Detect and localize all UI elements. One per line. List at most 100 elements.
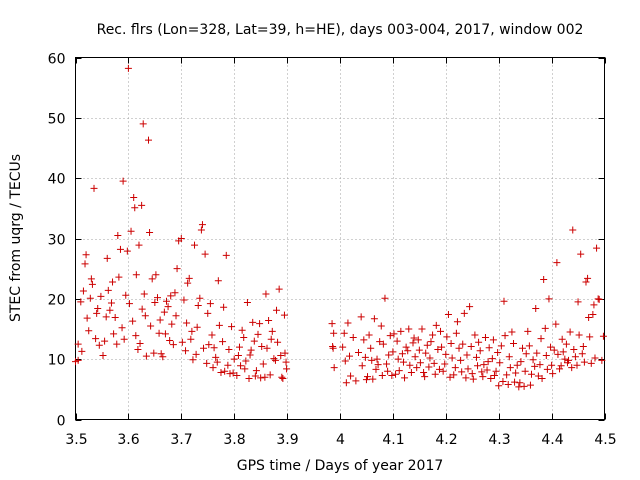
data-point: [472, 353, 480, 361]
data-point: [166, 336, 174, 344]
data-point: [90, 184, 98, 192]
data-point: [203, 359, 211, 367]
data-point: [279, 374, 287, 382]
data-point: [148, 275, 156, 283]
data-point: [93, 309, 101, 317]
data-point: [212, 353, 220, 361]
data-point: [455, 344, 463, 352]
data-point: [245, 374, 253, 382]
data-point: [153, 294, 161, 302]
data-point: [554, 350, 562, 358]
data-point: [115, 273, 123, 281]
data-point: [589, 311, 597, 319]
data-point: [378, 371, 386, 379]
data-point: [330, 329, 338, 337]
data-point: [114, 231, 122, 239]
data-point: [458, 368, 466, 376]
data-point: [537, 335, 545, 343]
data-point: [415, 346, 423, 354]
data-point: [157, 350, 165, 358]
data-point: [192, 350, 200, 358]
data-point: [467, 342, 475, 350]
data-point: [221, 367, 229, 375]
data-point: [543, 365, 551, 373]
data-point: [273, 306, 281, 314]
data-point: [118, 324, 126, 332]
data-point: [355, 349, 363, 357]
data-point: [265, 317, 273, 325]
data-point: [161, 330, 169, 338]
data-point: [469, 375, 477, 383]
data-point: [453, 318, 461, 326]
data-point: [521, 367, 529, 375]
data-point: [173, 265, 181, 273]
data-point: [513, 361, 521, 369]
data-point: [94, 304, 102, 312]
data-point: [171, 289, 179, 297]
data-point: [457, 356, 465, 364]
data-point: [527, 370, 535, 378]
data-point: [575, 331, 583, 339]
data-point: [349, 333, 357, 341]
data-point: [490, 371, 498, 379]
data-point: [95, 341, 103, 349]
data-point: [246, 351, 254, 359]
data-point: [395, 367, 403, 375]
data-point: [587, 359, 595, 367]
data-point: [437, 327, 445, 335]
data-point: [399, 358, 407, 366]
data-point: [548, 361, 556, 369]
data-point: [270, 355, 278, 363]
data-point: [361, 353, 369, 361]
data-point: [511, 378, 519, 386]
data-point: [485, 344, 493, 352]
data-point: [109, 278, 117, 286]
data-point: [532, 304, 540, 312]
data-point: [407, 368, 415, 376]
data-point: [533, 349, 541, 357]
data-point: [370, 315, 378, 323]
data-point: [430, 359, 438, 367]
data-point: [561, 355, 569, 363]
data-point: [131, 204, 139, 212]
data-point: [416, 359, 424, 367]
data-point: [352, 377, 360, 385]
data-point: [182, 347, 190, 355]
data-point: [194, 301, 202, 309]
data-point: [549, 370, 557, 378]
data-point: [92, 335, 100, 343]
data-point: [508, 328, 516, 336]
data-point: [476, 347, 484, 355]
data-point: [368, 356, 376, 364]
data-point: [464, 365, 472, 373]
data-point: [261, 373, 269, 381]
data-point: [524, 327, 532, 335]
data-point: [393, 337, 401, 345]
data-point: [229, 369, 237, 377]
data-point: [281, 349, 289, 357]
data-point: [169, 341, 177, 349]
data-point: [411, 353, 419, 361]
data-point: [247, 346, 255, 354]
data-point: [106, 306, 114, 314]
data-point: [132, 332, 140, 340]
data-point: [479, 373, 487, 381]
data-point: [420, 368, 428, 376]
data-point: [135, 241, 143, 249]
data-point: [582, 278, 590, 286]
data-point: [160, 308, 168, 316]
data-point: [256, 320, 264, 328]
data-point: [172, 312, 180, 320]
data-point: [409, 339, 417, 347]
data-point: [237, 362, 245, 370]
data-point: [516, 379, 524, 387]
data-point: [346, 352, 354, 360]
data-point: [145, 136, 153, 144]
data-point: [222, 251, 230, 259]
data-point: [376, 338, 384, 346]
data-point: [205, 341, 213, 349]
data-point: [593, 244, 601, 252]
data-point: [365, 331, 373, 339]
data-point: [85, 327, 93, 335]
